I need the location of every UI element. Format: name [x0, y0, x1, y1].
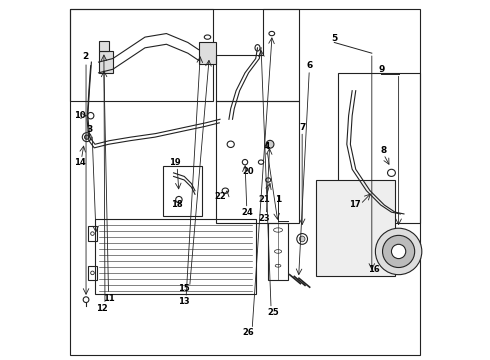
Bar [98, 51, 113, 73]
Ellipse shape [266, 178, 270, 182]
Ellipse shape [275, 264, 281, 267]
Ellipse shape [266, 140, 274, 148]
Text: 19: 19 [170, 158, 181, 167]
Text: 13: 13 [178, 297, 189, 306]
Ellipse shape [255, 45, 260, 51]
Text: 24: 24 [241, 208, 253, 217]
Ellipse shape [176, 197, 182, 203]
Text: 17: 17 [349, 200, 361, 209]
Ellipse shape [227, 141, 234, 148]
Circle shape [392, 244, 406, 258]
Text: 14: 14 [74, 158, 86, 167]
Bar [198, 42, 217, 64]
Ellipse shape [388, 169, 395, 176]
Text: 10: 10 [74, 111, 86, 120]
Text: 9: 9 [378, 66, 385, 75]
Text: 22: 22 [214, 192, 226, 201]
Ellipse shape [274, 249, 282, 253]
Text: 20: 20 [243, 167, 254, 176]
Ellipse shape [85, 135, 89, 139]
Ellipse shape [83, 297, 89, 302]
Text: 15: 15 [178, 284, 190, 293]
Bar [217, 102, 298, 223]
Text: 3: 3 [86, 126, 93, 135]
Ellipse shape [88, 112, 94, 119]
Text: 7: 7 [299, 123, 305, 132]
Text: 12: 12 [96, 304, 108, 313]
Text: 23: 23 [259, 214, 270, 223]
Text: 26: 26 [242, 328, 254, 337]
Ellipse shape [299, 236, 305, 242]
Text: 11: 11 [103, 294, 115, 303]
Text: 25: 25 [268, 308, 279, 317]
Text: 1: 1 [275, 195, 281, 204]
Text: 4: 4 [264, 141, 270, 150]
Ellipse shape [297, 234, 308, 244]
Text: 6: 6 [306, 61, 313, 70]
Ellipse shape [375, 187, 386, 195]
Text: 8: 8 [380, 146, 387, 155]
Text: 2: 2 [82, 52, 88, 61]
Bar [268, 223, 288, 280]
Bar [88, 266, 97, 280]
Text: 5: 5 [331, 35, 338, 44]
Bar [163, 166, 202, 216]
Bar [88, 226, 97, 241]
Text: 18: 18 [172, 200, 183, 209]
Text: 21: 21 [259, 195, 270, 204]
Ellipse shape [91, 232, 94, 235]
Ellipse shape [222, 188, 228, 193]
Bar [317, 180, 395, 276]
Ellipse shape [91, 271, 94, 275]
Bar [338, 73, 420, 223]
Bar [95, 219, 256, 294]
Text: 16: 16 [368, 265, 380, 274]
Bar [70, 9, 213, 102]
Ellipse shape [82, 133, 91, 141]
Ellipse shape [258, 160, 264, 164]
Bar [98, 41, 109, 51]
Ellipse shape [204, 35, 211, 39]
Circle shape [383, 235, 415, 267]
Ellipse shape [273, 228, 283, 232]
Ellipse shape [269, 31, 275, 36]
Ellipse shape [243, 159, 247, 165]
Circle shape [375, 228, 422, 275]
